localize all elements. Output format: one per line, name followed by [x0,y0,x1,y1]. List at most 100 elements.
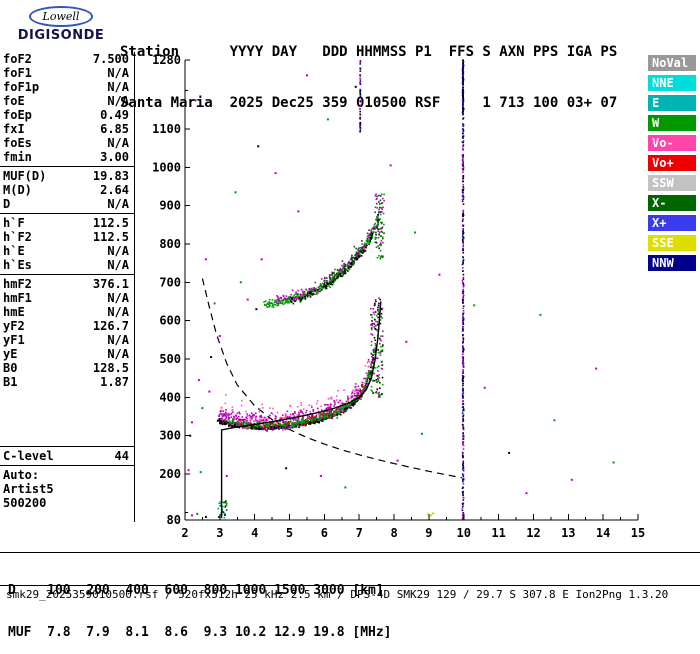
plot-axes: 1280 1100 1000 900 800 700 600 500 400 300 200 802 3… [152,53,645,540]
param-label: foE [3,94,25,108]
x-tick-label: 9 [425,526,432,540]
x-tick-label: 7 [356,526,363,540]
param-value: N/A [107,80,129,94]
x-tick-label: 14 [596,526,610,540]
second-hop-darkgreen-scatter [323,211,381,284]
x-tick-label: 13 [561,526,575,540]
param-row-h-f: h`F 112.5 [0,216,134,230]
param-label: foEp [3,108,32,122]
second-hop-green-scatter [263,212,382,309]
station-header: Station YYYY DAY DDD HHMMSS P1 FFS S AXN… [120,10,617,129]
param-group-divider [0,465,134,466]
param-row-fof1p: foF1p N/A [0,80,134,94]
param-label: yF2 [3,319,25,333]
param-spacer [0,389,134,444]
logo-lowell-text: Lowell [28,6,94,27]
legend-item-e: E [648,95,696,111]
y-tick-label: 900 [159,199,181,213]
param-value: N/A [107,258,129,272]
d-row: D 100 200 400 600 800 1000 1500 3000 [km… [8,583,384,598]
x-tick-label: 11 [491,526,505,540]
param-group-divider [0,166,134,167]
param-value: 6.85 [100,122,129,136]
param-label: fxI [3,122,25,136]
main-trace-green-scatter [224,301,382,430]
spread-bands [217,193,385,519]
param-value: 19.83 [92,169,129,183]
param-row-hmf2: hmF2 376.1 [0,277,134,291]
param-value: 0.49 [100,108,129,122]
lowell-digisonde-logo: Lowell DIGISONDE [8,5,114,43]
param-row-foep: foEp 0.49 [0,108,134,122]
param-row-hmf1: hmF1 N/A [0,291,134,305]
param-row-ye: yE N/A [0,347,134,361]
param-value: 112.5 [92,216,129,230]
param-label: h`F2 [3,230,32,244]
param-label: h`Es [3,258,32,272]
param-value: N/A [107,244,129,258]
second-hop-black-scatter [289,211,382,305]
x-tick-label: 6 [321,526,328,540]
param-value: 112.5 [92,230,129,244]
true-height-profile-line [220,301,382,519]
param-row-b0: B0 128.5 [0,361,134,375]
param-row-hme: hmE N/A [0,305,134,319]
legend-item-ssw: SSW [648,175,696,191]
logo-digisonde-text: DIGISONDE [17,28,105,43]
param-value: N/A [107,136,129,150]
param-label: fmin [3,150,32,164]
y-tick-label: 600 [159,314,181,328]
d-muf-table: D 100 200 400 600 800 1000 1500 3000 [km… [8,556,392,654]
param-row-fof1: foF1 N/A [0,66,134,80]
interference-columns [359,59,465,520]
param-label: yF1 [3,333,25,347]
x-tick-label: 4 [251,526,258,540]
param-row-yf2: yF2 126.7 [0,319,134,333]
param-label: h`F [3,216,25,230]
y-tick-label: 300 [159,429,181,443]
param-group-divider [0,446,134,447]
param-value: 1.87 [100,375,129,389]
y-tick-label: 80 [167,513,181,527]
param-value: N/A [107,66,129,80]
param-value: 3.00 [100,150,129,164]
second-hop-magenta-scatter [274,213,380,305]
y-tick-label: 200 [159,467,181,481]
param-value: 2.64 [100,183,129,197]
x-tick-label: 10 [457,526,471,540]
param-value: N/A [107,305,129,319]
param-label: C-level [3,449,54,463]
param-row-foe: foE N/A [0,94,134,108]
param-value: N/A [107,347,129,361]
x-tick-label: 8 [390,526,397,540]
y-tick-label: 1000 [152,160,181,174]
param-value: 376.1 [92,277,129,291]
station-header-columns: Station YYYY DAY DDD HHMMSS P1 FFS S AXN… [120,44,618,60]
station-header-values: Santa Maria 2025 Dec25 359 010500 RSF 1 … [120,95,618,111]
digisonde-ionogram-page: { "logo": {"line1": "Lowell", "line2": "… [0,5,700,640]
param-label: hmF1 [3,291,32,305]
x-tick-label: 3 [216,526,223,540]
param-value: 128.5 [92,361,129,375]
x-tick-label: 15 [631,526,645,540]
param-label: B0 [3,361,18,375]
legend-item-vo: Vo- [648,135,696,151]
muf-curve-dashed [201,278,463,479]
noise-points [187,74,615,518]
param-label: M(D) [3,183,32,197]
x-tick-label: 2 [181,526,188,540]
param-row-foes: foEs N/A [0,136,134,150]
param-group-divider [0,274,134,275]
param-row-fxi: fxI 6.85 [0,122,134,136]
param-row-d: D N/A [0,197,134,211]
param-row-m-d: M(D) 2.64 [0,183,134,197]
autoscaling-info-artist5: Artist5 [3,482,54,496]
y-tick-label: 700 [159,275,181,289]
legend-item-nnw: NNW [648,255,696,271]
param-row-muf-d: MUF(D) 19.83 [0,169,134,183]
autoscaling-info-auto: Auto: [3,468,40,482]
param-label: foF1 [3,66,32,80]
muf-row: MUF 7.8 7.9 8.1 8.6 9.3 10.2 12.9 19.8 [… [8,625,392,640]
param-label: yE [3,347,18,361]
parameter-panel: foF2 7.500 foF1 N/A foF1p N/A foE N/A foEp 0.49 fx… [0,52,135,522]
